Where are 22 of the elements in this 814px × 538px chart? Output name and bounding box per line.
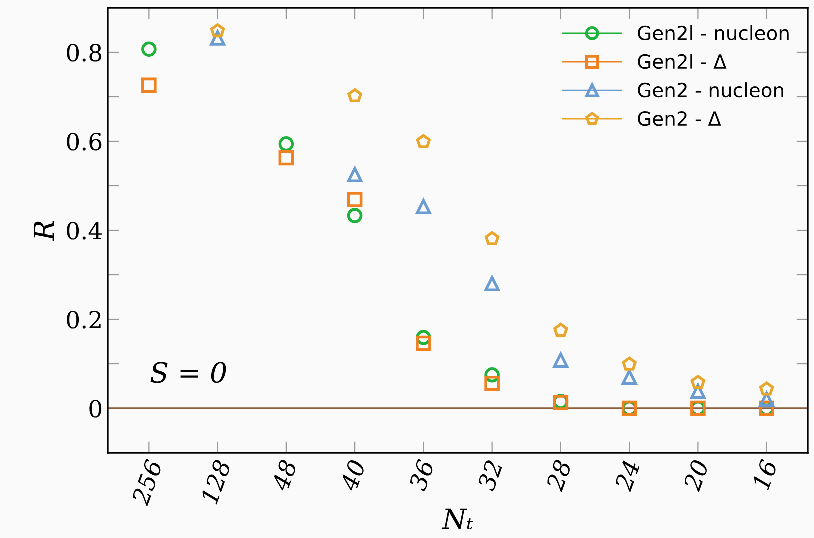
x-tick-label: 36 bbox=[408, 458, 435, 492]
y-tick-label: 0.2 bbox=[67, 310, 101, 329]
x-tick-label: 40 bbox=[340, 459, 366, 492]
legend-label: Gen2l - nucleon bbox=[638, 26, 789, 41]
x-axis-title: Nₜ bbox=[442, 508, 474, 530]
x-tick-label: 128 bbox=[200, 459, 232, 505]
y-axis-title: R bbox=[34, 221, 54, 242]
annotation: S = 0 bbox=[150, 362, 226, 384]
legend-label: Gen2l - Δ bbox=[638, 54, 727, 70]
x-tick-label: 256 bbox=[131, 458, 164, 507]
x-tick-label: 16 bbox=[752, 458, 778, 491]
x-tick-label: 32 bbox=[476, 460, 504, 492]
y-tick-label: 0.4 bbox=[67, 222, 102, 240]
y-tick-label: 0 bbox=[90, 400, 102, 418]
y-tick-label: 0.8 bbox=[67, 44, 102, 62]
x-tick-label: 48 bbox=[270, 459, 298, 492]
legend-label: Gen2 - nucleon bbox=[638, 82, 784, 98]
x-tick-label: 20 bbox=[682, 459, 710, 492]
y-tick-label: 0.6 bbox=[67, 132, 102, 151]
x-tick-label: 24 bbox=[614, 460, 640, 492]
legend-label: Gen2 - Δ bbox=[638, 111, 722, 126]
x-tick-label: 28 bbox=[545, 459, 572, 492]
